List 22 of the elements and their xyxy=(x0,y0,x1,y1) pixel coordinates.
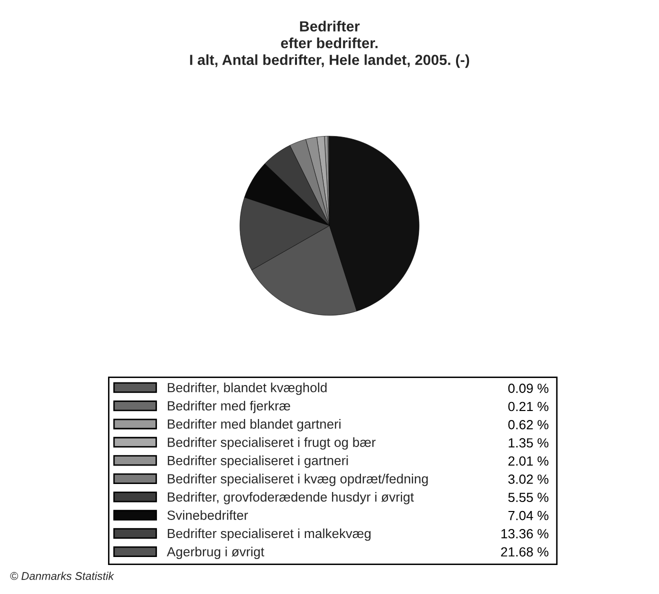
legend-label: Bedrifter, blandet kvæghold xyxy=(168,382,327,395)
data-label: 3.02 % xyxy=(508,474,548,484)
data-label: 1.35 % xyxy=(508,438,548,448)
legend-label: Bedrifter specialiseret i malkekvæg xyxy=(168,528,371,541)
legend-label: Agerbrug i øvrigt xyxy=(166,546,264,560)
data-label: 0.62 % xyxy=(508,420,548,430)
legend-label: Bedrifter med fjerkræ xyxy=(168,400,290,414)
data-label: 21.68 % xyxy=(501,547,548,557)
legend-label: Bedrifter specialiseret i frugt og bær xyxy=(168,437,376,450)
data-label: 0.09 % xyxy=(508,384,548,393)
text: © Danmarks Statistik xyxy=(10,572,114,580)
legend-label: Bedrifter specialiseret i gartneri xyxy=(168,456,348,468)
legend-label: Svinebedrifter xyxy=(167,510,248,520)
legend-label: Bedrifter specialiseret i kvæg opdræt/fedning xyxy=(168,474,428,486)
data-label: 2.01 % xyxy=(508,456,548,466)
legend-label: Bedrifter med blandet gartneri xyxy=(168,419,340,432)
legend-label: Bedrifter, grovfoderædende husdyr i øvrigt xyxy=(168,492,414,504)
data-label: 5.55 % xyxy=(508,492,548,502)
data-label: 13.36 % xyxy=(501,529,548,538)
data-label: 7.04 % xyxy=(508,510,548,520)
chart-title: Bedrifter efter bedrifter. I alt, Antal bedrifter, Hele landet, 2005. (-) xyxy=(190,20,470,68)
data-label: 0.21 % xyxy=(508,402,548,412)
